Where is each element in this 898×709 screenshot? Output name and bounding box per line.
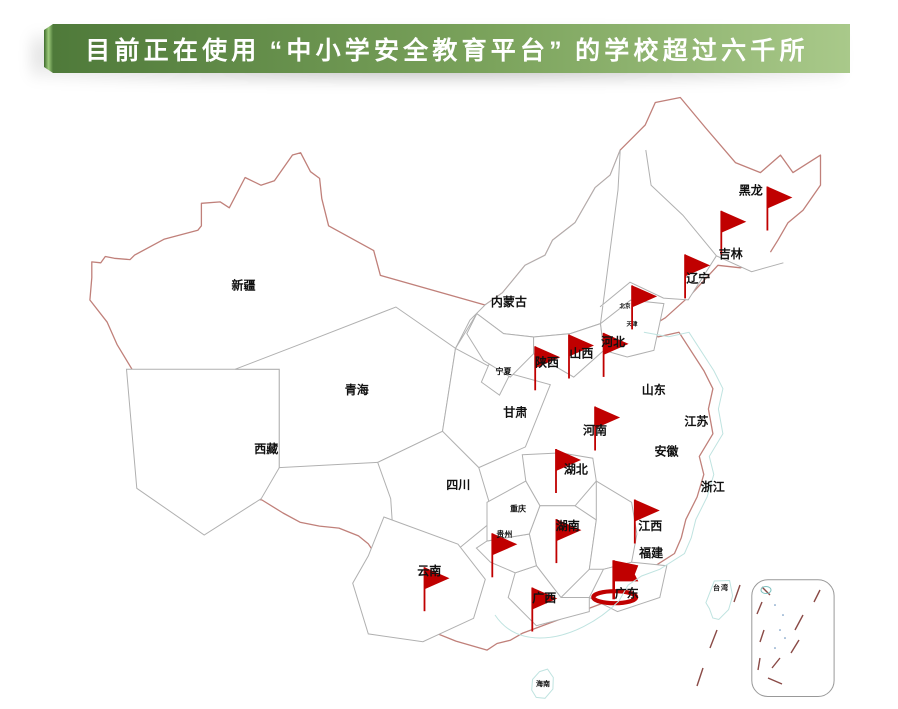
svg-text:湖南: 湖南 [556, 518, 580, 533]
svg-text:青海: 青海 [345, 382, 369, 397]
svg-text:江西: 江西 [638, 518, 662, 533]
svg-text:新疆: 新疆 [231, 278, 255, 293]
svg-text:台湾: 台湾 [713, 583, 729, 592]
svg-text:江苏: 江苏 [684, 414, 708, 429]
svg-text:甘肃: 甘肃 [503, 405, 527, 420]
svg-text:吉林: 吉林 [719, 246, 743, 261]
svg-text:海南: 海南 [536, 679, 550, 688]
svg-text:辽宁: 辽宁 [686, 271, 710, 286]
svg-text:安徽: 安徽 [654, 444, 679, 459]
svg-text:福建: 福建 [638, 545, 664, 560]
svg-text:山西: 山西 [569, 346, 593, 361]
svg-text:云南: 云南 [417, 563, 441, 578]
svg-text:广西: 广西 [532, 590, 556, 605]
svg-text:浙江: 浙江 [701, 479, 725, 494]
svg-text:山东: 山东 [642, 382, 666, 397]
svg-text:重庆: 重庆 [510, 504, 526, 514]
svg-text:四川: 四川 [446, 478, 470, 492]
svg-text:内蒙古: 内蒙古 [491, 294, 527, 309]
svg-text:河北: 河北 [600, 334, 625, 349]
svg-text:广东: 广东 [615, 586, 639, 601]
svg-text:北京: 北京 [619, 302, 631, 310]
svg-text:湖北: 湖北 [564, 462, 588, 477]
svg-text:黑龙: 黑龙 [739, 183, 763, 198]
svg-text:河南: 河南 [582, 423, 607, 438]
svg-text:宁夏: 宁夏 [496, 366, 513, 376]
svg-text:西藏: 西藏 [254, 441, 278, 456]
svg-text:陕西: 陕西 [535, 355, 559, 370]
svg-text:贵州: 贵州 [496, 529, 512, 539]
